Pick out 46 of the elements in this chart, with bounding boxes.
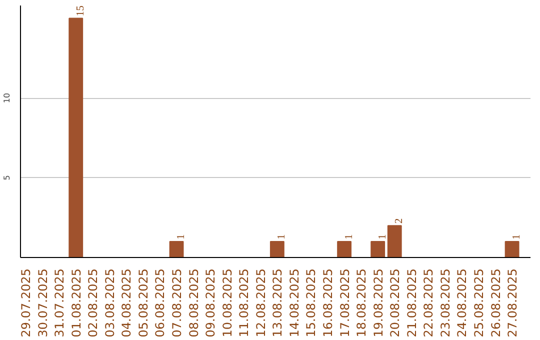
x-tick-label: 29.07.2025 xyxy=(19,268,34,338)
x-tick-label: 01.08.2025 xyxy=(69,268,84,338)
x-tick-label: 21.08.2025 xyxy=(404,268,419,338)
x-tick-label: 14.08.2025 xyxy=(287,268,302,338)
x-tick-label: 13.08.2025 xyxy=(270,268,285,338)
x-tick-label: 23.08.2025 xyxy=(438,268,452,338)
bar xyxy=(370,241,386,258)
data-label: 1 xyxy=(176,234,188,240)
bar xyxy=(68,18,84,258)
x-tick-label: 02.08.2025 xyxy=(86,268,100,338)
bar xyxy=(169,241,184,258)
x-tick-label: 26.08.2025 xyxy=(488,268,503,338)
x-tick-label: 08.08.2025 xyxy=(186,268,201,338)
x-tick-label: 10.08.2025 xyxy=(220,268,234,338)
data-label: 1 xyxy=(512,234,523,240)
bar xyxy=(387,225,402,258)
x-tick-label: 11.08.2025 xyxy=(237,268,252,338)
x-tick-label: 22.08.2025 xyxy=(422,268,436,338)
x-tick-label: 05.08.2025 xyxy=(136,268,150,338)
x-tick-label: 27.08.2025 xyxy=(506,268,520,338)
x-tick-label: 03.08.2025 xyxy=(102,268,117,338)
x-tick-label: 30.07.2025 xyxy=(36,268,50,338)
x-tick-label: 12.08.2025 xyxy=(254,268,268,338)
x-tick-label: 07.08.2025 xyxy=(170,268,184,338)
bar xyxy=(270,241,284,258)
y-tick-label: 5 xyxy=(2,175,12,180)
x-tick-label: 06.08.2025 xyxy=(153,268,168,338)
x-tick-label: 15.08.2025 xyxy=(304,268,318,338)
data-label: 2 xyxy=(394,218,406,224)
x-tick-label: 16.08.2025 xyxy=(321,268,336,338)
x-tick-label: 20.08.2025 xyxy=(388,268,402,338)
bar xyxy=(337,241,352,258)
x-tick-label: 31.07.2025 xyxy=(52,268,67,338)
x-tick-label: 17.08.2025 xyxy=(338,268,352,338)
x-tick-label: 09.08.2025 xyxy=(204,268,218,338)
x-tick-label: 18.08.2025 xyxy=(354,268,369,338)
x-tick-label: 25.08.2025 xyxy=(472,268,486,338)
y-tick-label: 10 xyxy=(2,92,12,104)
data-label: 1 xyxy=(377,234,388,240)
bar xyxy=(504,241,520,258)
data-label: 1 xyxy=(344,234,355,240)
x-tick-label: 04.08.2025 xyxy=(120,268,134,338)
data-label: 15 xyxy=(75,6,86,16)
data-label: 1 xyxy=(276,234,288,240)
x-tick-label: 19.08.2025 xyxy=(371,268,386,338)
x-tick-label: 24.08.2025 xyxy=(455,268,470,338)
